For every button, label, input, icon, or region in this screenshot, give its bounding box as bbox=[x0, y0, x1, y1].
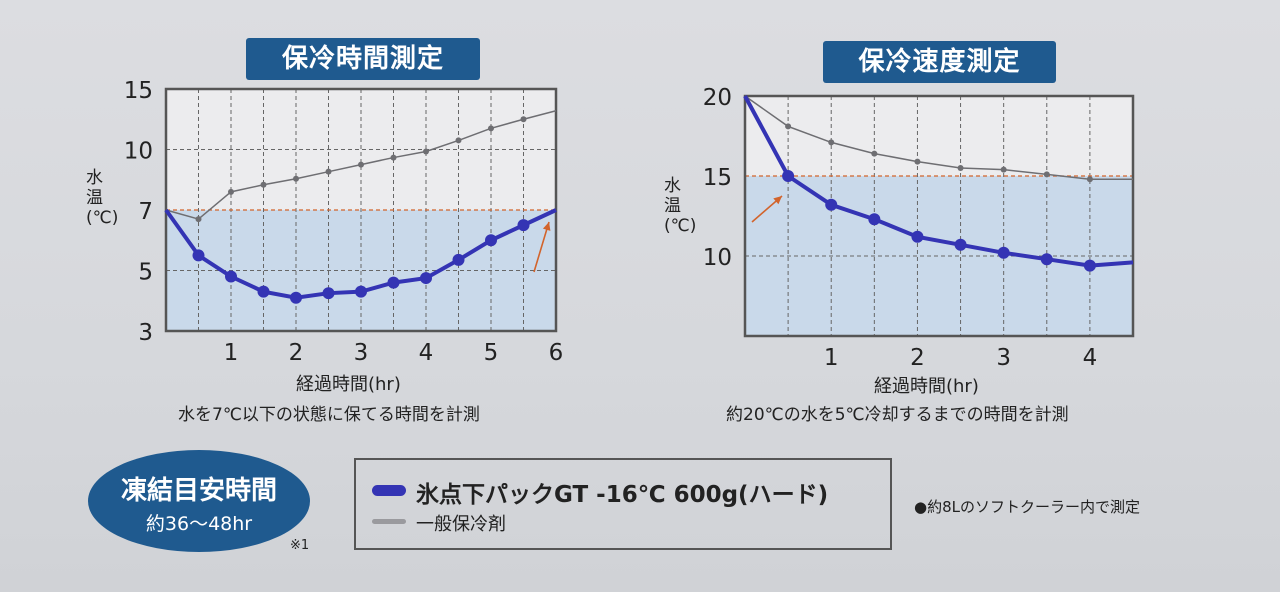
product-data-point bbox=[355, 285, 367, 298]
badge-note: ※1 bbox=[290, 538, 310, 553]
product-data-point bbox=[868, 213, 881, 226]
generic-series-line bbox=[744, 95, 1133, 180]
annotation-arrow-icon bbox=[533, 221, 550, 273]
y-tick-label: 15 bbox=[124, 78, 153, 104]
legend-generic-label: 一般保冷剤 bbox=[416, 514, 506, 535]
freeze-time-badge: 凍結目安時間 約36〜48hr bbox=[88, 450, 310, 552]
x-tick-label: 1 bbox=[224, 340, 239, 366]
y-tick-label: 7 bbox=[138, 199, 153, 225]
y-tick-label: 20 bbox=[703, 85, 732, 111]
generic-data-point bbox=[871, 150, 878, 157]
generic-data-point bbox=[260, 181, 267, 188]
generic-data-point bbox=[828, 139, 835, 146]
product-data-point bbox=[825, 198, 838, 211]
caption-left: 水を7℃以下の状態に保てる時間を計測 bbox=[178, 405, 480, 425]
product-data-point bbox=[225, 270, 237, 283]
product-data-point bbox=[911, 230, 924, 243]
product-data-point bbox=[517, 219, 530, 232]
product-data-point bbox=[257, 285, 270, 298]
product-data-point bbox=[997, 246, 1010, 259]
generic-data-point bbox=[423, 148, 429, 155]
generic-data-point bbox=[358, 161, 364, 168]
badge-title: 凍結目安時間 bbox=[120, 476, 277, 506]
chart-title-left: 保冷時間測定 bbox=[246, 38, 480, 80]
x-tick-label: 5 bbox=[484, 340, 499, 366]
y-tick-label: 5 bbox=[138, 260, 153, 286]
product-data-point bbox=[452, 253, 465, 266]
y-axis-label-right: 水温(℃) bbox=[664, 176, 697, 236]
x-tick-label: 2 bbox=[289, 340, 304, 366]
y-tick-label: 10 bbox=[703, 245, 732, 271]
legend: 氷点下パックGT -16℃ 600g(ハード) 一般保冷剤 bbox=[354, 458, 892, 550]
generic-data-point bbox=[1000, 166, 1007, 173]
y-tick-label: 15 bbox=[703, 165, 732, 191]
generic-data-point bbox=[455, 137, 462, 144]
x-tick-label: 3 bbox=[354, 340, 369, 366]
x-tick-label: 6 bbox=[549, 340, 564, 366]
x-tick-label: 4 bbox=[419, 340, 434, 366]
footnote: ●約8Lのソフトクーラー内で測定 bbox=[914, 498, 1140, 516]
generic-data-point bbox=[390, 154, 397, 161]
product-series-line bbox=[743, 95, 1134, 268]
x-axis-label-left: 経過時間(hr) bbox=[296, 374, 401, 395]
generic-data-point bbox=[1086, 176, 1093, 183]
generic-data-point bbox=[325, 168, 332, 175]
generic-data-point bbox=[914, 158, 921, 165]
product-data-point bbox=[1083, 259, 1096, 272]
x-tick-label: 4 bbox=[1083, 345, 1098, 371]
x-axis-label-right: 経過時間(hr) bbox=[874, 376, 979, 397]
y-tick-label: 10 bbox=[124, 139, 153, 165]
product-data-point bbox=[954, 238, 967, 251]
x-tick-label: 1 bbox=[824, 345, 839, 371]
generic-data-point bbox=[228, 188, 234, 195]
product-data-point bbox=[387, 276, 400, 289]
product-data-point bbox=[420, 272, 432, 285]
generic-data-point bbox=[957, 165, 964, 171]
product-data-point bbox=[192, 249, 205, 262]
product-data-point bbox=[1040, 253, 1053, 266]
badge-value: 約36〜48hr bbox=[145, 513, 253, 535]
product-data-point bbox=[782, 170, 795, 182]
legend-product-label: 氷点下パックGT -16℃ 600g(ハード) bbox=[416, 482, 829, 508]
product-data-point bbox=[290, 291, 302, 304]
caption-right: 約20℃の水を5℃冷却するまでの時間を計測 bbox=[726, 405, 1069, 425]
y-axis-label-left: 水温(℃) bbox=[86, 168, 119, 228]
y-tick-label: 3 bbox=[138, 320, 153, 346]
generic-data-point bbox=[1043, 171, 1050, 178]
generic-data-point bbox=[488, 125, 494, 132]
legend-product-swatch bbox=[372, 485, 406, 496]
generic-data-point bbox=[785, 123, 792, 130]
generic-data-point bbox=[293, 175, 299, 182]
x-tick-label: 2 bbox=[910, 345, 925, 371]
legend-generic-swatch bbox=[372, 519, 406, 524]
product-data-point bbox=[485, 234, 497, 247]
annotation-arrowhead-icon bbox=[542, 222, 551, 231]
generic-data-point bbox=[195, 216, 202, 223]
annotation-arrowhead-icon bbox=[773, 196, 782, 205]
chart-title-right: 保冷速度測定 bbox=[823, 41, 1056, 83]
generic-data-point bbox=[520, 116, 527, 123]
plot-frame bbox=[743, 94, 1135, 338]
product-data-point bbox=[322, 287, 335, 300]
x-tick-label: 3 bbox=[996, 345, 1011, 371]
